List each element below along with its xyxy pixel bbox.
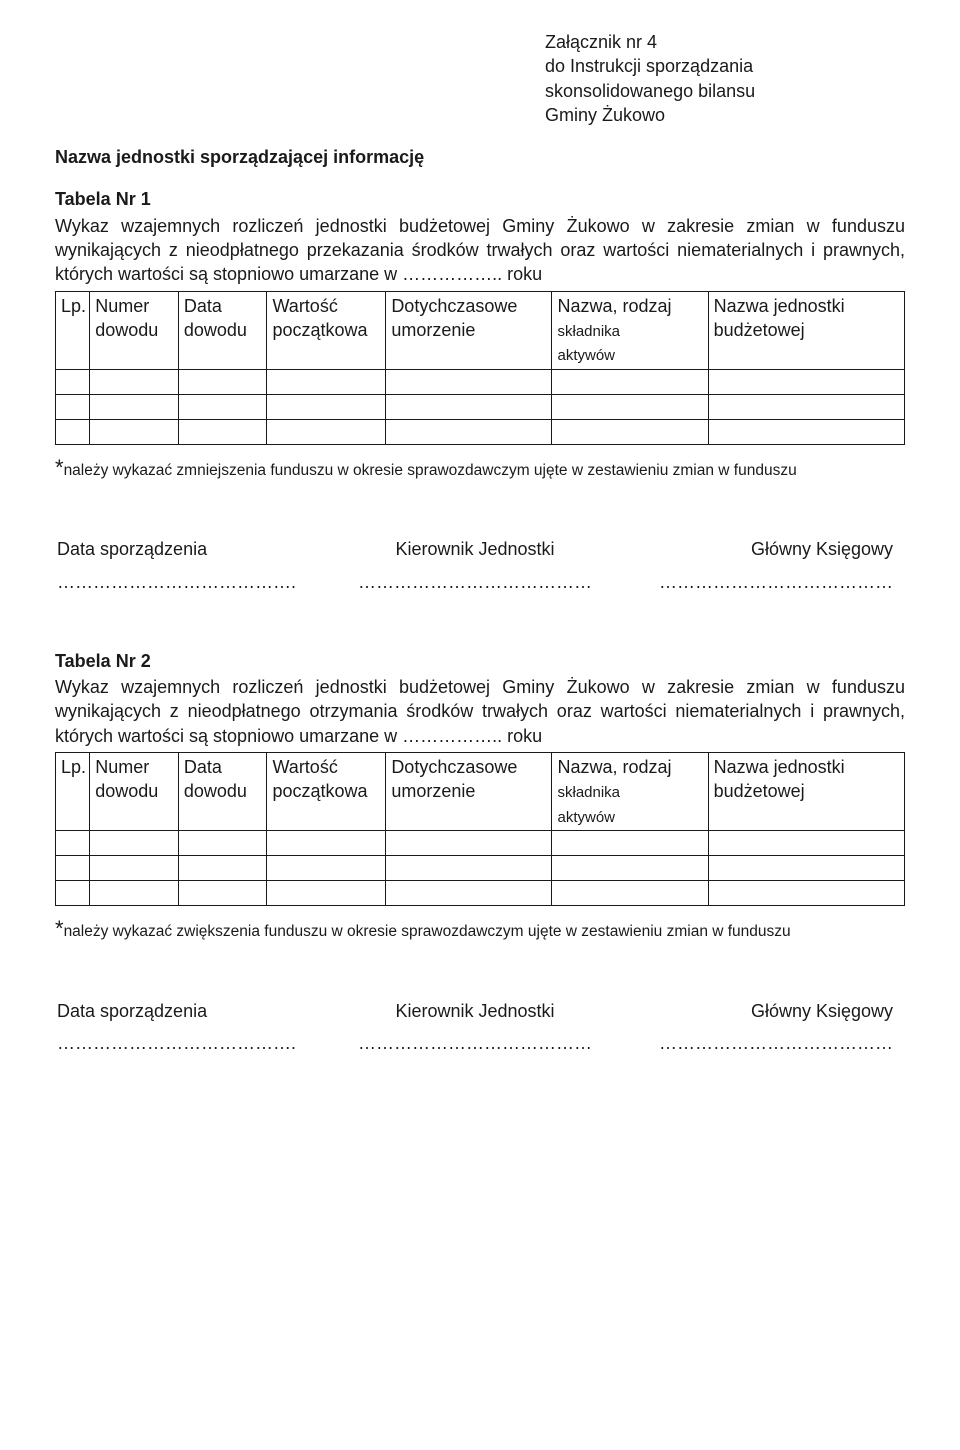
sig-manager: Kierownik Jednostki bbox=[336, 999, 615, 1023]
table-row bbox=[56, 830, 905, 855]
table1: Lp. Numer dowodu Data dowodu Wartość poc… bbox=[55, 291, 905, 445]
sig-dots-1: …………………………………. bbox=[57, 570, 336, 594]
table2-section: Tabela Nr 2 Wykaz wzajemnych rozliczeń j… bbox=[55, 649, 905, 944]
sig-date: Data sporządzenia bbox=[57, 537, 336, 561]
col-wartosc: Wartość początkowa bbox=[267, 753, 386, 831]
attachment-header: Załącznik nr 4 do Instrukcji sporządzani… bbox=[545, 30, 905, 127]
header-line1: Załącznik nr 4 bbox=[545, 30, 905, 54]
header-line2: do Instrukcji sporządzania bbox=[545, 54, 905, 78]
col-numer: Numer dowodu bbox=[90, 753, 179, 831]
col-numer: Numer dowodu bbox=[90, 291, 179, 369]
sig-accountant: Główny Księgowy bbox=[614, 999, 903, 1023]
sig-date: Data sporządzenia bbox=[57, 999, 336, 1023]
table-row bbox=[56, 419, 905, 444]
header-line4: Gminy Żukowo bbox=[545, 103, 905, 127]
sig-accountant: Główny Księgowy bbox=[614, 537, 903, 561]
col-wartosc: Wartość początkowa bbox=[267, 291, 386, 369]
sig-dots-2: ………………………………… bbox=[336, 1031, 615, 1055]
table2-label: Tabela Nr 2 bbox=[55, 649, 905, 673]
table-row bbox=[56, 855, 905, 880]
table2: Lp. Numer dowodu Data dowodu Wartość poc… bbox=[55, 752, 905, 906]
sig-dots-1: …………………………………. bbox=[57, 1031, 336, 1055]
table1-desc: Wykaz wzajemnych rozliczeń jednostki bud… bbox=[55, 214, 905, 287]
signature-labels-2: Data sporządzenia Kierownik Jednostki Gł… bbox=[55, 999, 905, 1023]
sig-dots-2: ………………………………… bbox=[336, 570, 615, 594]
header-line3: skonsolidowanego bilansu bbox=[545, 79, 905, 103]
signature-lines-2: …………………………………. ………………………………… ……………………………… bbox=[55, 1031, 905, 1055]
col-dotych: Dotychczasowe umorzenie bbox=[386, 291, 552, 369]
table1-section: Tabela Nr 1 Wykaz wzajemnych rozliczeń j… bbox=[55, 187, 905, 482]
col-lp: Lp. bbox=[56, 291, 90, 369]
col-data: Data dowodu bbox=[178, 753, 267, 831]
table1-header-row: Lp. Numer dowodu Data dowodu Wartość poc… bbox=[56, 291, 905, 369]
table2-desc: Wykaz wzajemnych rozliczeń jednostki bud… bbox=[55, 675, 905, 748]
col-nazwa-jednostki: Nazwa jednostki budżetowej bbox=[708, 753, 904, 831]
table1-footnote: *należy wykazać zmniejszenia funduszu w … bbox=[55, 453, 905, 483]
col-nazwa-jednostki: Nazwa jednostki budżetowej bbox=[708, 291, 904, 369]
table1-label: Tabela Nr 1 bbox=[55, 187, 905, 211]
col-data: Data dowodu bbox=[178, 291, 267, 369]
signature-lines-1: …………………………………. ………………………………… ……………………………… bbox=[55, 570, 905, 594]
table-row bbox=[56, 369, 905, 394]
subtitle: Nazwa jednostki sporządzającej informacj… bbox=[55, 145, 905, 169]
table-row bbox=[56, 880, 905, 905]
col-dotych: Dotychczasowe umorzenie bbox=[386, 753, 552, 831]
table2-header-row: Lp. Numer dowodu Data dowodu Wartość poc… bbox=[56, 753, 905, 831]
table2-footnote: *należy wykazać zwiększenia funduszu w o… bbox=[55, 914, 905, 944]
sig-dots-3: ………………………………… bbox=[614, 570, 903, 594]
col-lp: Lp. bbox=[56, 753, 90, 831]
col-nazwa-rodzaj: Nazwa, rodzaj składnika aktywów bbox=[552, 291, 708, 369]
col-nazwa-rodzaj: Nazwa, rodzaj składnika aktywów bbox=[552, 753, 708, 831]
sig-dots-3: ………………………………… bbox=[614, 1031, 903, 1055]
sig-manager: Kierownik Jednostki bbox=[336, 537, 615, 561]
table-row bbox=[56, 394, 905, 419]
signature-labels-1: Data sporządzenia Kierownik Jednostki Gł… bbox=[55, 537, 905, 561]
